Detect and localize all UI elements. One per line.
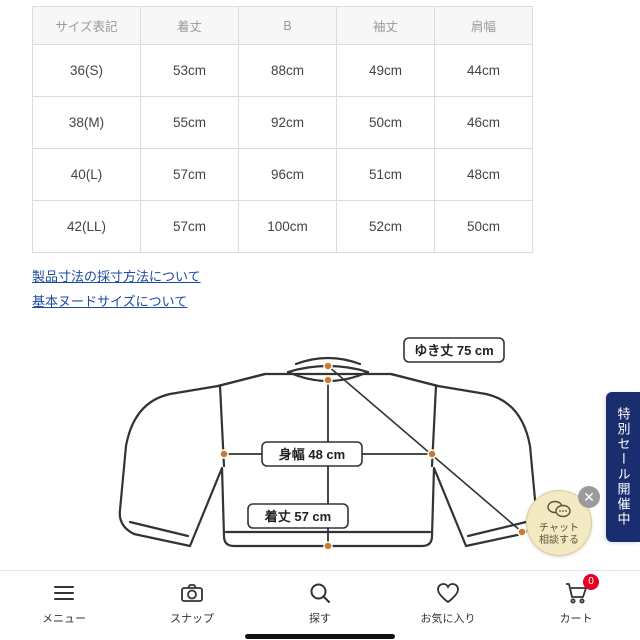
nav-label: カート bbox=[560, 610, 593, 626]
nav-label: 探す bbox=[309, 610, 331, 626]
table-row: 42(LL) 57cm 100cm 52cm 50cm bbox=[33, 201, 533, 253]
chat-label-1: チャット bbox=[539, 523, 579, 535]
nav-cart[interactable]: 0 カート bbox=[512, 571, 640, 634]
col-b: B bbox=[239, 7, 337, 45]
nav-favorite[interactable]: お気に入り bbox=[384, 571, 512, 634]
cart-badge: 0 bbox=[583, 574, 599, 590]
nav-menu[interactable]: メニュー bbox=[0, 571, 128, 634]
close-icon: ✕ bbox=[583, 490, 595, 504]
chat-close-button[interactable]: ✕ bbox=[578, 486, 600, 508]
nav-label: スナップ bbox=[170, 610, 214, 626]
nav-label: お気に入り bbox=[421, 610, 476, 626]
table-row: 40(L) 57cm 96cm 51cm 48cm bbox=[33, 149, 533, 201]
diagram-label-mihaba: 身幅 48 cm bbox=[279, 447, 345, 462]
col-sode: 袖丈 bbox=[337, 7, 435, 45]
camera-icon bbox=[179, 580, 205, 606]
nav-search[interactable]: 探す bbox=[256, 571, 384, 634]
size-table: サイズ表記 着丈 B 袖丈 肩幅 36(S) 53cm 88cm 49cm 44… bbox=[32, 6, 533, 253]
bottom-nav: メニュー スナップ 探す お気に入り 0 カート bbox=[0, 570, 640, 634]
col-kata: 肩幅 bbox=[435, 7, 533, 45]
col-kitake: 着丈 bbox=[141, 7, 239, 45]
link-measure-method[interactable]: 製品寸法の採寸方法について bbox=[32, 265, 640, 290]
home-indicator bbox=[245, 634, 395, 639]
menu-icon bbox=[51, 580, 77, 606]
table-row: 38(M) 55cm 92cm 50cm 46cm bbox=[33, 97, 533, 149]
col-size: サイズ表記 bbox=[33, 7, 141, 45]
chat-icon bbox=[547, 500, 571, 522]
search-icon bbox=[307, 580, 333, 606]
nav-label: メニュー bbox=[42, 610, 86, 626]
table-row: 36(S) 53cm 88cm 49cm 44cm bbox=[33, 45, 533, 97]
garment-diagram: ゆき丈 75 cm 身幅 48 cm 着丈 57 cm bbox=[90, 336, 570, 564]
link-nude-size[interactable]: 基本ヌードサイズについて bbox=[32, 290, 640, 315]
sale-tab[interactable]: 特別セール開催中 bbox=[606, 392, 640, 542]
diagram-label-yuki: ゆき丈 75 cm bbox=[414, 343, 493, 358]
chevron-left-icon: ‹ bbox=[626, 548, 630, 562]
cart-icon: 0 bbox=[563, 580, 589, 606]
chat-label-2: 相談する bbox=[539, 535, 579, 547]
heart-icon bbox=[435, 580, 461, 606]
diagram-label-kitake: 着丈 57 cm bbox=[264, 509, 331, 524]
nav-snap[interactable]: スナップ bbox=[128, 571, 256, 634]
sale-tab-label: 特別セール開催中 bbox=[614, 407, 633, 527]
